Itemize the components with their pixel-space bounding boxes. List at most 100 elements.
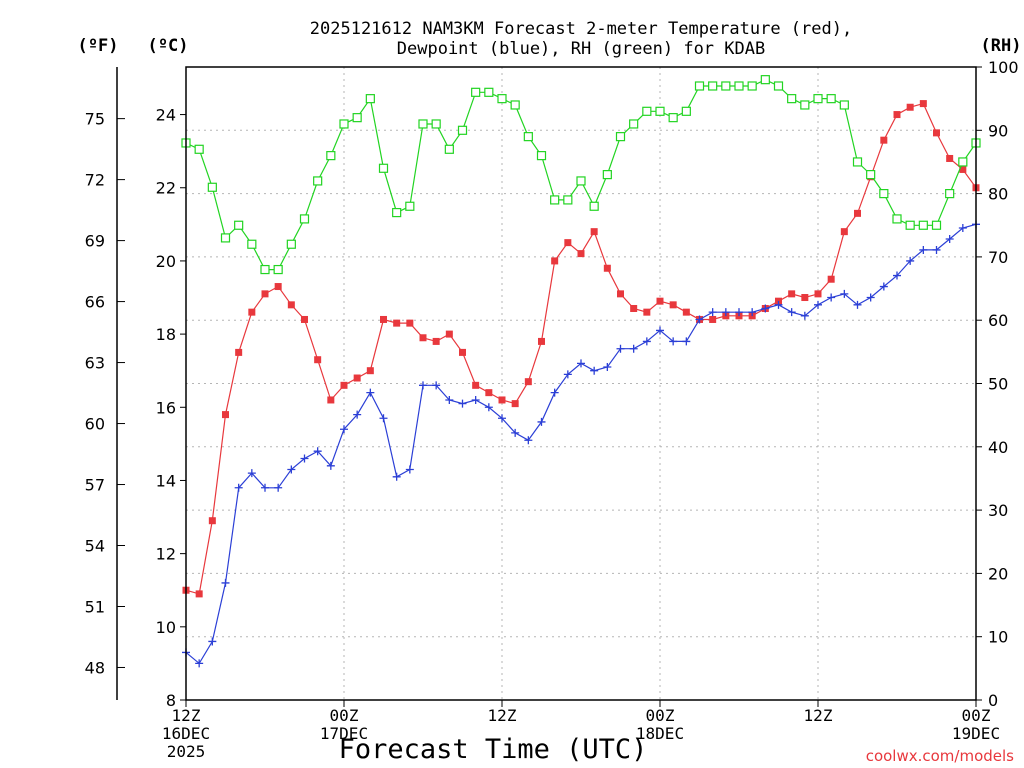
dewpoint-point [958, 223, 967, 232]
temperature-point [788, 290, 796, 298]
rh-point [444, 144, 454, 154]
celsius-tick-label: 20 [156, 252, 176, 271]
temperature-point [801, 294, 809, 302]
rh-point [892, 214, 902, 224]
dewpoint-point [524, 436, 533, 445]
dewpoint-point [708, 308, 717, 317]
temperature-point [445, 330, 453, 338]
rh-point [813, 94, 823, 104]
celsius-tick-label: 18 [156, 325, 176, 344]
rh-point [431, 119, 441, 129]
rh-point [879, 189, 889, 199]
rh-point [457, 125, 468, 135]
rh-tick-label: 30 [988, 501, 1008, 520]
temperature-point [485, 389, 493, 397]
rh-point [392, 207, 402, 218]
watermark: coolwx.com/models [866, 747, 1014, 765]
dewpoint-point [484, 403, 493, 412]
dewpoint-point [419, 381, 427, 390]
rh-point [313, 176, 323, 186]
temperature-point [590, 228, 598, 236]
dewpoint-point [392, 472, 401, 481]
temperature-point [195, 590, 203, 598]
rh-point [497, 94, 507, 104]
rh-point [721, 81, 731, 91]
dewpoint-point [906, 256, 915, 265]
rh-point [484, 87, 494, 97]
fahrenheit-tick-label: 66 [85, 293, 105, 312]
rh-point [787, 94, 797, 104]
rh-point [800, 100, 810, 110]
dewpoint-point [234, 483, 243, 492]
rh-point [905, 220, 915, 230]
rh-point [339, 119, 349, 129]
rh-point [747, 81, 757, 91]
dewpoint-point [840, 289, 849, 298]
dewpoint-point [353, 410, 362, 419]
dewpoint-point [195, 659, 204, 668]
rh-point [589, 201, 599, 211]
x-axis-title: Forecast Time (UTC) [339, 734, 648, 765]
celsius-unit-label: (ºC) [148, 36, 189, 56]
dewpoint-point [340, 425, 348, 434]
rh-point [826, 94, 836, 104]
rh-point [563, 195, 573, 205]
rh-point [234, 220, 244, 230]
temperature-point [893, 111, 901, 119]
dewpoint-point [247, 469, 256, 478]
rh-point [365, 94, 375, 104]
rh-tick-label: 80 [988, 185, 1008, 204]
temperature-point [564, 239, 572, 247]
rh-tick-label: 20 [988, 564, 1008, 583]
temperature-point [551, 257, 559, 265]
temperature-point [617, 290, 624, 298]
fahrenheit-tick-label: 54 [85, 537, 105, 556]
rh-point [576, 176, 586, 186]
rh-tick-label: 0 [988, 691, 998, 710]
temperature-point [880, 136, 888, 144]
temperature-point [248, 308, 256, 316]
dewpoint-point [866, 293, 875, 302]
temperature-point [327, 396, 335, 404]
rh-point [418, 119, 428, 129]
rh-unit-label: (RH) [981, 36, 1022, 56]
dewpoint-point [853, 300, 862, 309]
dewpoint-point [761, 304, 770, 313]
x-tick-label: 12Z [172, 706, 201, 725]
celsius-tick-label: 12 [156, 545, 176, 564]
rh-point [629, 119, 639, 129]
temperature-point [380, 315, 387, 323]
dewpoint-point [919, 245, 928, 254]
rh-point [550, 195, 560, 205]
rh-tick-label: 10 [988, 628, 1008, 647]
rh-tick-label: 40 [988, 438, 1008, 457]
dewpoint-point [748, 308, 757, 317]
temperature-point [854, 209, 861, 217]
dewpoint-point [498, 414, 506, 423]
dewpoint-point [695, 315, 704, 324]
dewpoint-point [629, 344, 638, 353]
dewpoint-point [274, 483, 283, 492]
temperature-point [827, 275, 835, 283]
rh-point [734, 81, 744, 91]
celsius-tick-label: 10 [156, 618, 176, 637]
dewpoint-point [379, 414, 388, 423]
x-tick-label: 00Z [330, 706, 359, 725]
rh-point [668, 113, 678, 123]
dewpoint-point [669, 337, 678, 346]
temperature-point [840, 228, 848, 236]
rh-point [273, 264, 283, 275]
rh-point [247, 239, 257, 249]
rh-point [945, 189, 955, 199]
rh-point [839, 100, 849, 110]
temperature-point [906, 103, 914, 111]
rh-point [207, 182, 217, 192]
celsius-tick-label: 22 [156, 179, 176, 198]
rh-point [286, 239, 296, 249]
rh-point [931, 220, 942, 230]
dewpoint-point [774, 300, 783, 309]
rh-tick-label: 100 [988, 58, 1019, 77]
fahrenheit-tick-label: 57 [85, 476, 105, 495]
dewpoint-point [735, 308, 743, 317]
